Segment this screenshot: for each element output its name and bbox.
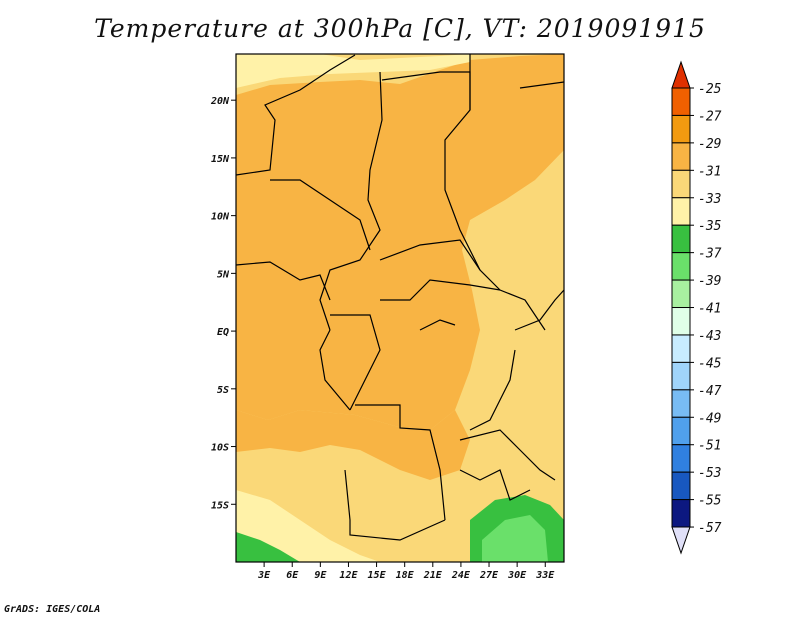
colorbar-label: -33 — [698, 192, 721, 207]
colorbar-label: -57 — [698, 521, 722, 536]
lon-tick-label: 24E — [451, 570, 471, 581]
colorbar-box — [671, 114, 691, 144]
lat-tick-label: 5N — [217, 269, 230, 280]
colorbar-label: -49 — [698, 411, 721, 426]
lon-tick-label: 21E — [423, 570, 443, 581]
field-band-31-29-south — [236, 410, 470, 480]
colorbar-box — [671, 142, 691, 171]
colorbar-label: -27 — [698, 109, 722, 124]
colorbar-label: -55 — [698, 494, 722, 509]
colorbar-label: -37 — [698, 247, 722, 262]
field-band-39-37 — [482, 515, 548, 562]
colorbar-label: -45 — [698, 356, 722, 371]
colorbar-bottom-triangle — [671, 526, 691, 555]
credit-label: GrADS: IGES/COLA — [4, 604, 101, 615]
lat-tick-label: 15S — [211, 500, 229, 511]
colorbar-label: -51 — [698, 439, 721, 454]
lon-tick-label: 12E — [339, 570, 358, 581]
colorbar-label: -25 — [698, 82, 722, 97]
colorbar-box — [671, 361, 691, 391]
map-frame — [235, 53, 565, 563]
map-field — [236, 54, 564, 562]
lon-tick-label: 3E — [257, 570, 271, 581]
colorbar-box — [671, 471, 691, 501]
colorbar-box — [671, 169, 691, 199]
colorbar-box — [671, 87, 691, 116]
lat-tick-label: 10S — [211, 443, 229, 454]
lon-tick-label: 33E — [535, 570, 555, 581]
country-borders — [236, 54, 564, 541]
lat-tick-label: 10N — [211, 212, 230, 223]
colorbar-box — [671, 307, 691, 336]
colorbar-label: -43 — [698, 329, 721, 344]
field-band-35-33-southwest — [236, 490, 380, 562]
lon-tick-label: 27E — [479, 570, 499, 581]
colorbar-box — [671, 279, 691, 309]
lon-tick-label: 30E — [507, 570, 527, 581]
field-band-37-35-southwest — [236, 532, 300, 562]
colorbar-box — [671, 444, 691, 473]
lon-tick-label: 6E — [286, 570, 299, 581]
lon-tick-label: 15E — [368, 570, 387, 581]
field-band-35-33-north — [236, 54, 470, 88]
colorbar-label: -29 — [698, 137, 721, 152]
lon-tick-label: 9E — [314, 570, 327, 581]
colorbar-box — [671, 197, 691, 226]
colorbar-label: -53 — [698, 466, 721, 481]
colorbar-label: -41 — [698, 302, 721, 317]
colorbar: -25 -27 -29 -31 -33 -35 -37 -39 -41 -43 -45 -47 -49 -… — [671, 60, 722, 555]
colorbar-box — [671, 416, 691, 446]
colorbar-box — [671, 334, 691, 363]
colorbar-top-triangle — [671, 60, 691, 89]
lat-tick-label: EQ — [217, 327, 229, 338]
lon-tick-label: 18E — [396, 570, 415, 581]
lat-tick-label: 20N — [210, 96, 230, 107]
lat-tick-label: 5S — [217, 385, 229, 396]
latitude-axis: 20N 15N 10N 5N EQ 5S 10S 15S — [210, 96, 236, 511]
colorbar-box — [671, 252, 691, 281]
colorbar-label: -31 — [698, 164, 721, 179]
colorbar-label: -39 — [698, 274, 721, 289]
colorbar-box — [671, 224, 691, 254]
lat-tick-label: 15N — [211, 154, 230, 165]
map-title: Temperature at 300hPa [C], VT: 201909191… — [94, 14, 706, 43]
colorbar-box — [671, 499, 691, 528]
colorbar-box — [671, 389, 691, 418]
longitude-axis: 3E 6E 9E 12E 15E 18E 21E 24E 27E 30E 33E — [257, 562, 555, 581]
field-band-31-29 — [236, 54, 564, 430]
colorbar-label: -35 — [698, 219, 722, 234]
colorbar-label: -47 — [698, 384, 722, 399]
